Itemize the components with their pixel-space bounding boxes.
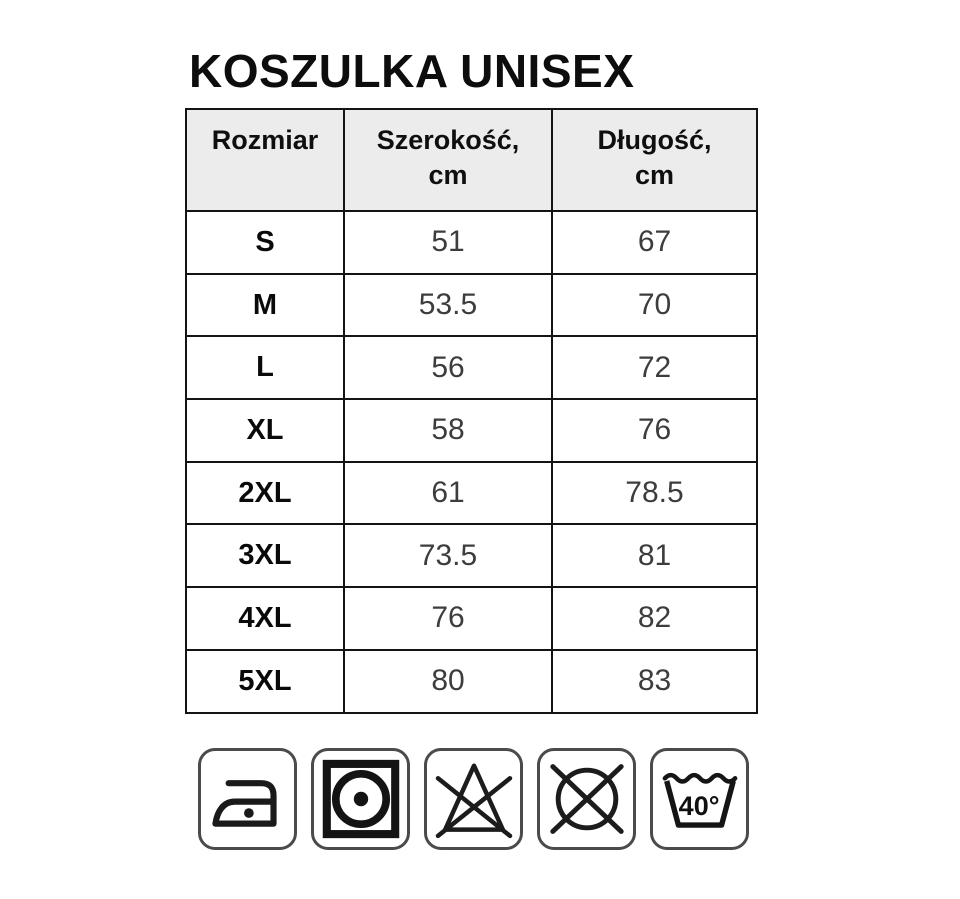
- table-row: M 53.5 70: [185, 272, 758, 338]
- size-cell: 5XL: [185, 648, 345, 714]
- tumble-dry-low-icon: [311, 748, 410, 850]
- header-size-label: Rozmiar: [211, 125, 319, 155]
- iron-low-icon: [198, 748, 297, 850]
- header-width-label: Szerokość,: [376, 125, 520, 155]
- length-cell: 83: [551, 648, 758, 714]
- do-not-dry-clean-icon: [537, 748, 636, 850]
- wash-40-icon: 40°: [650, 748, 749, 850]
- table-row: XL 58 76: [185, 398, 758, 463]
- width-cell: 56: [343, 335, 553, 401]
- table-row: 5XL 80 83: [185, 648, 758, 714]
- header-row: Rozmiar Szerokość, cm Długość, cm: [185, 108, 758, 212]
- width-cell: 80: [343, 648, 553, 714]
- width-cell: 73.5: [343, 523, 553, 589]
- care-icons-row: 40°: [198, 748, 749, 850]
- table-row: 4XL 76 82: [185, 586, 758, 651]
- header-length-unit: cm: [634, 160, 675, 191]
- size-table: Rozmiar Szerokość, cm Długość, cm S 51 6…: [185, 108, 758, 714]
- header-length-label: Długość,: [597, 125, 712, 155]
- header-width-unit: cm: [428, 160, 468, 191]
- header-cell-size: Rozmiar: [185, 108, 345, 212]
- header-cell-width: Szerokość, cm: [343, 108, 553, 212]
- width-cell: 51: [343, 210, 553, 275]
- length-cell: 70: [551, 272, 758, 338]
- length-cell: 78.5: [551, 460, 758, 526]
- size-cell: S: [185, 210, 345, 275]
- length-cell: 82: [551, 586, 758, 651]
- header-cell-length: Długość, cm: [551, 108, 758, 212]
- length-cell: 72: [551, 335, 758, 401]
- size-cell: M: [185, 272, 345, 338]
- width-cell: 53.5: [343, 272, 553, 338]
- page-title: KOSZULKA UNISEX: [189, 45, 635, 97]
- width-cell: 58: [343, 398, 553, 463]
- table-row: 3XL 73.5 81: [185, 523, 758, 589]
- size-cell: 4XL: [185, 586, 345, 651]
- width-cell: 76: [343, 586, 553, 651]
- width-cell: 61: [343, 460, 553, 526]
- length-cell: 67: [551, 210, 758, 275]
- table-row: S 51 67: [185, 210, 758, 275]
- size-cell: 3XL: [185, 523, 345, 589]
- size-cell: XL: [185, 398, 345, 463]
- do-not-bleach-icon: [424, 748, 523, 850]
- length-cell: 81: [551, 523, 758, 589]
- length-cell: 76: [551, 398, 758, 463]
- table-row: L 56 72: [185, 335, 758, 401]
- size-cell: 2XL: [185, 460, 345, 526]
- wash-temp-label: 40°: [678, 791, 719, 821]
- table-row: 2XL 61 78.5: [185, 460, 758, 526]
- size-cell: L: [185, 335, 345, 401]
